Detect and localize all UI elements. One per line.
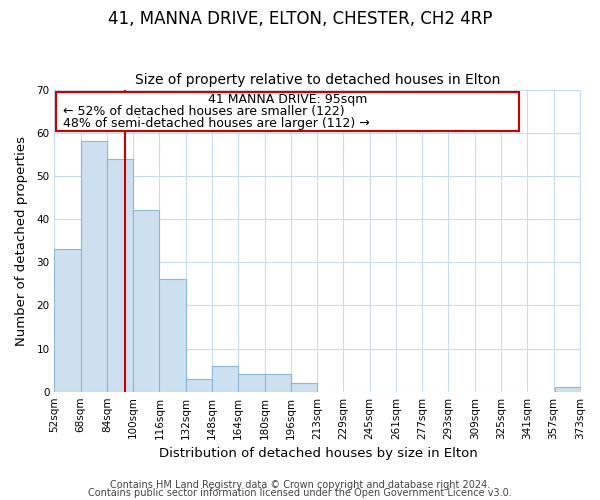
X-axis label: Distribution of detached houses by size in Elton: Distribution of detached houses by size … bbox=[158, 447, 477, 460]
FancyBboxPatch shape bbox=[56, 92, 519, 130]
Y-axis label: Number of detached properties: Number of detached properties bbox=[15, 136, 28, 346]
Text: 41 MANNA DRIVE: 95sqm: 41 MANNA DRIVE: 95sqm bbox=[208, 93, 367, 106]
Bar bbox=[160, 280, 185, 392]
Bar bbox=[212, 366, 238, 392]
Bar bbox=[185, 378, 212, 392]
Bar bbox=[107, 158, 133, 392]
Bar bbox=[555, 388, 581, 392]
Text: Contains public sector information licensed under the Open Government Licence v3: Contains public sector information licen… bbox=[88, 488, 512, 498]
Bar bbox=[291, 383, 317, 392]
Text: Contains HM Land Registry data © Crown copyright and database right 2024.: Contains HM Land Registry data © Crown c… bbox=[110, 480, 490, 490]
Bar bbox=[80, 142, 107, 392]
Bar bbox=[133, 210, 160, 392]
Text: 48% of semi-detached houses are larger (112) →: 48% of semi-detached houses are larger (… bbox=[62, 117, 369, 130]
Bar bbox=[238, 374, 265, 392]
Text: ← 52% of detached houses are smaller (122): ← 52% of detached houses are smaller (12… bbox=[62, 105, 344, 118]
Bar bbox=[55, 250, 80, 392]
Title: Size of property relative to detached houses in Elton: Size of property relative to detached ho… bbox=[135, 73, 500, 87]
Bar bbox=[265, 374, 291, 392]
Text: 41, MANNA DRIVE, ELTON, CHESTER, CH2 4RP: 41, MANNA DRIVE, ELTON, CHESTER, CH2 4RP bbox=[108, 10, 492, 28]
